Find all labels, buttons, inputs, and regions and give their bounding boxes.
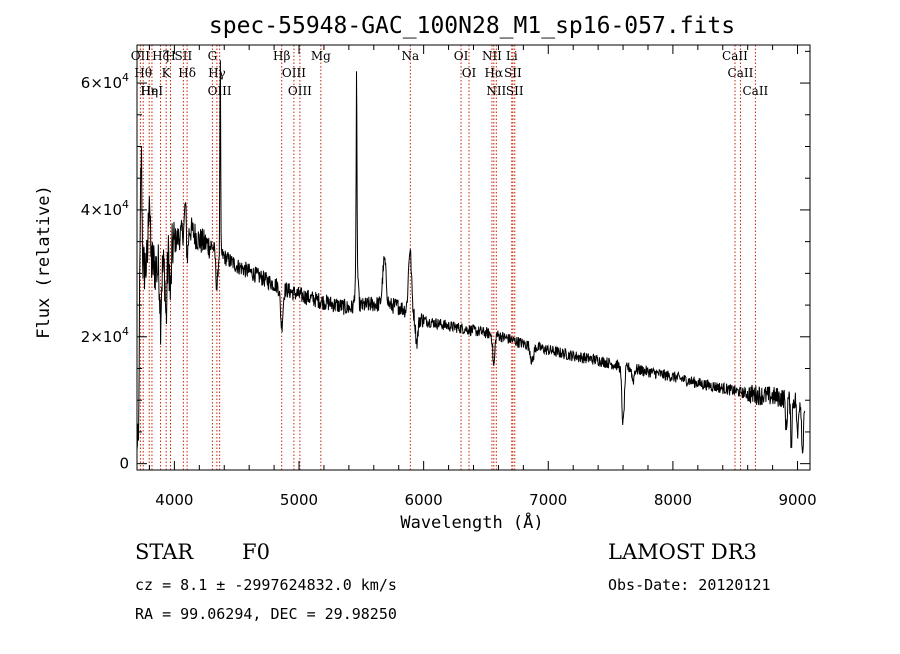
plot-frame [136, 44, 811, 471]
spectral-line-label: OIII [282, 66, 306, 80]
object-class: STAR [135, 540, 194, 564]
spectral-line-label: Hζ [152, 49, 169, 63]
spectral-line-label: Hγ [208, 66, 226, 80]
spectral-line-label: Hθ [134, 66, 152, 80]
chart-title: spec-55948-GAC_100N28_M1_sp16-057.fits [209, 13, 735, 39]
redshift-text: cz = 8.1 ± -2997624832.0 km/s [135, 576, 397, 594]
coordinates-text: RA = 99.06294, DEC = 29.98250 [135, 605, 397, 623]
spectral-line-label: Li [506, 49, 518, 63]
y-tick-label: 6×104 [81, 71, 129, 92]
spectrum-trace [136, 60, 806, 454]
spectral-line-label: SII [504, 66, 522, 80]
spectral-line-label: Hδ [178, 66, 196, 80]
x-tick-label: 7000 [529, 491, 567, 509]
y-axis-label: Flux (relative) [34, 185, 54, 339]
axis-ticks [137, 45, 810, 470]
spectral-line-label: Hβ [273, 49, 290, 63]
spectral-line-label: OII [131, 49, 151, 63]
spectral-line-label: SII [175, 49, 193, 63]
spectral-line-label: Mg [311, 49, 331, 63]
spectral-line-label: K [162, 66, 172, 80]
spectral-line-label: SII [506, 84, 524, 98]
spectral-line-label: Na [401, 49, 419, 63]
y-tick-labels: 0 2×104 4×104 6×104 [81, 71, 129, 473]
spectral-line-label: HeI [141, 84, 164, 98]
obs-date-text: Obs-Date: 20120121 [608, 576, 771, 594]
x-tick-label: 5000 [280, 491, 318, 509]
spectral-line-label: Hα [485, 66, 504, 80]
spectral-line-label: CaII [742, 84, 768, 98]
spectral-line-label: NII [482, 49, 502, 63]
spectral-line-label: CaII [728, 66, 754, 80]
x-tick-label: 6000 [405, 491, 443, 509]
spectral-line-label: OI [454, 49, 469, 63]
spectral-subclass: F0 [242, 540, 270, 564]
x-tick-labels: 4000 5000 6000 7000 8000 9000 [155, 491, 816, 509]
y-tick-label: 0 [119, 455, 129, 473]
survey-name: LAMOST DR3 [608, 540, 757, 564]
spectral-line-label: OI [462, 66, 477, 80]
spectral-line-label: Hη [140, 84, 158, 98]
spectral-line-label: OIII [288, 84, 312, 98]
y-tick-label: 4×104 [81, 198, 129, 219]
spectral-line-label: NII [486, 84, 506, 98]
x-tick-label: 9000 [778, 491, 816, 509]
x-tick-label: 4000 [155, 491, 193, 509]
x-tick-label: 8000 [654, 491, 692, 509]
x-axis-label: Wavelength (Å) [400, 511, 543, 533]
spectral-line-label: G [208, 49, 218, 63]
spectral-line-label: CaII [722, 49, 748, 63]
y-tick-label: 2×104 [81, 325, 129, 346]
spectral-line-markers [139, 45, 756, 470]
spectral-line-label: H [165, 49, 175, 63]
